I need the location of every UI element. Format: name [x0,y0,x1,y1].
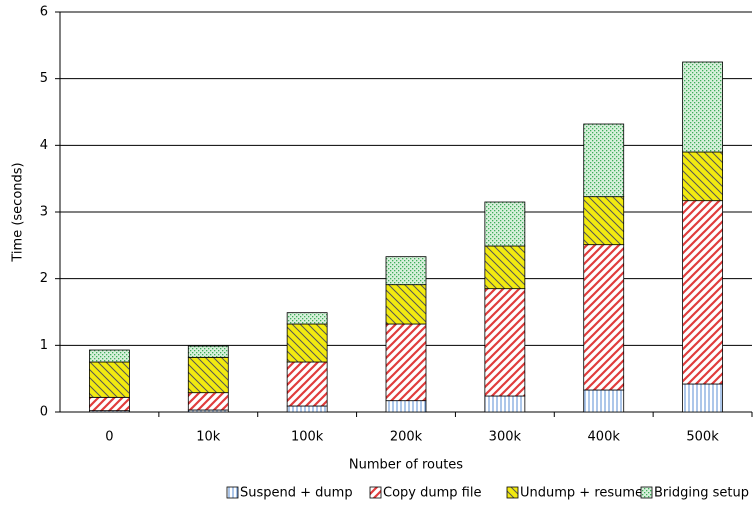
legend-label: Copy dump file [383,486,481,501]
x-tick-label: 0 [105,430,113,445]
bar-segment [484,288,526,397]
y-tick-label: 6 [40,5,48,20]
bar-segment [484,395,526,413]
bar-segment [583,389,625,413]
x-axis-title: Number of routes [349,458,463,473]
bar-segment [89,396,130,412]
bar-segment [286,405,328,413]
y-tick-label: 1 [40,338,48,353]
y-tick-label: 2 [40,271,48,286]
bar-segment [484,201,526,247]
bar-segment [385,284,427,325]
bar-segment [682,61,723,153]
legend-swatch [226,486,239,499]
bar-segment [89,349,130,363]
bar-segment [385,256,427,286]
y-tick-label: 3 [40,205,48,220]
bar-segment [583,244,625,391]
y-tick-label: 4 [40,138,48,153]
x-tick-label: 500k [686,430,719,445]
bar-segment [385,400,427,413]
legend-swatch [369,486,382,499]
bar-segment [187,345,229,358]
bar-segment [89,361,130,398]
bar-segment [583,123,625,198]
bar-segment [583,196,625,246]
legend-swatch [506,486,519,499]
y-tick-label: 0 [40,405,48,420]
legend-label: Bridging setup [654,486,749,501]
legend-label: Undump + resume [520,486,643,501]
y-tick-label: 5 [40,71,48,86]
bar-segment [682,200,723,385]
x-tick-label: 10k [196,430,221,445]
bar-segment [187,392,229,411]
legend-label: Suspend + dump [240,486,353,501]
bar-segment [286,312,328,325]
legend-swatch [640,486,653,499]
bar-segment [484,245,526,290]
x-tick-label: 400k [588,430,621,445]
x-tick-label: 200k [390,430,423,445]
y-axis-title: Time (seconds) [11,162,26,262]
x-tick-label: 300k [489,430,522,445]
bar-segment [682,151,723,202]
bar-segment [286,361,328,407]
bar-segment [187,356,229,394]
bar-segment [385,323,427,402]
bar-segment [286,323,328,363]
x-tick-label: 100k [291,430,324,445]
bar-segment [682,383,723,413]
